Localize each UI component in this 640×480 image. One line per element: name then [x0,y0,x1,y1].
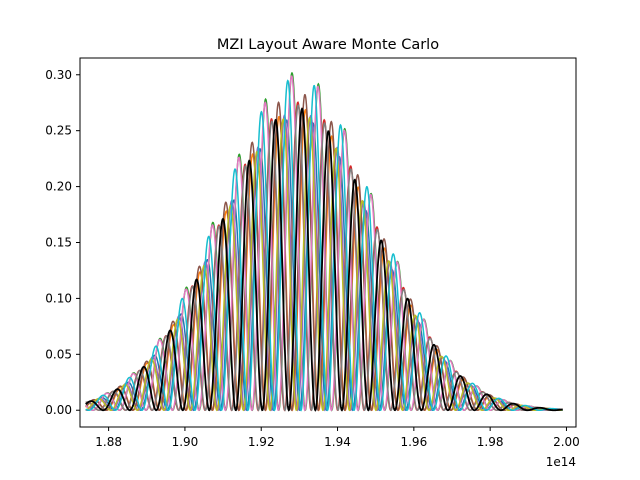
x-tick-label: 1.90 [172,435,199,449]
series-line-10 [85,79,563,412]
x-tick-label: 1.96 [400,435,427,449]
series-line-8 [85,104,563,412]
x-tick-label: 1.92 [248,435,275,449]
y-tick-label: 0.05 [45,347,72,361]
x-tick-label: 1.98 [477,435,504,449]
y-tick-label: 0.10 [45,291,72,305]
y-tick-label: 0.20 [45,180,72,194]
y-tick-label: 0.30 [45,68,72,82]
x-tick-label: 1.94 [324,435,351,449]
y-tick-label: 0.15 [45,236,72,250]
plot-frame [79,57,577,428]
x-tick-label: 2.00 [553,435,580,449]
series-line-6 [85,93,563,412]
y-tick-label: 0.00 [45,403,72,417]
y-tick-label: 0.25 [45,124,72,138]
series-layer [85,72,563,412]
ticks-layer: 1.88 1.90 1.92 1.94 1.96 1.98 2.00 0.00 0.05 0.10… [45,68,580,449]
x-offset-label: 1e14 [546,455,576,469]
x-tick-label: 1.88 [95,435,122,449]
chart-title: MZI Layout Aware Monte Carlo [217,37,439,53]
series-line-11 [85,107,563,412]
series-line-9 [85,116,563,412]
